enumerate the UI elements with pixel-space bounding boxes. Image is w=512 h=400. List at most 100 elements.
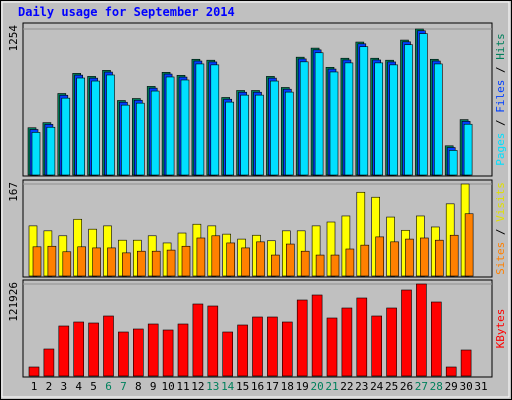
x-tick-label: 4 (75, 380, 82, 393)
bar (77, 246, 86, 277)
bar (31, 132, 41, 176)
x-tick-label: 3 (60, 380, 67, 393)
x-tick-label: 16 (251, 380, 264, 393)
bar (61, 97, 71, 176)
y-tick-label: 121926 (7, 282, 20, 322)
bar (103, 315, 114, 377)
x-tick-label: 26 (400, 380, 413, 393)
bar (107, 247, 116, 277)
legend: Sites / Visits (494, 182, 507, 275)
bar (237, 324, 248, 377)
bar (314, 52, 324, 176)
legend-entry: Files (494, 80, 507, 113)
bar (240, 94, 249, 176)
bar (371, 315, 383, 377)
bar (151, 250, 161, 277)
x-tick-label: 25 (385, 380, 398, 393)
legend-entry: Visits (494, 182, 507, 222)
bar (181, 245, 191, 277)
bar (91, 80, 100, 176)
x-tick-label: 5 (90, 380, 97, 393)
bar (147, 323, 159, 377)
bar (28, 366, 40, 377)
x-tick-label: 19 (296, 380, 309, 393)
x-tick-label: 7 (120, 380, 127, 393)
bar (222, 331, 233, 377)
x-tick-label: 8 (135, 380, 142, 393)
bar (255, 94, 264, 176)
bar (311, 294, 323, 377)
bar (106, 74, 115, 176)
x-tick-label: 2 (46, 380, 53, 393)
bar (46, 126, 56, 176)
bar (207, 305, 219, 377)
x-tick-label: 28 (430, 380, 443, 393)
x-tick-label: 18 (281, 380, 294, 393)
x-tick-label: 9 (150, 380, 157, 393)
bar (420, 237, 429, 277)
bar (270, 80, 279, 176)
bar (180, 79, 190, 176)
bar (329, 71, 339, 176)
bar (345, 248, 355, 277)
bar (267, 316, 278, 377)
legend-entry: Sites (494, 242, 507, 275)
bar (47, 245, 57, 277)
bar (405, 238, 414, 277)
bar (118, 331, 129, 377)
x-tick-label: 27 (415, 380, 428, 393)
x-tick-label: 17 (266, 380, 279, 393)
bar (137, 250, 146, 277)
bar (284, 91, 294, 176)
x-tick-label: 23 (355, 380, 368, 393)
bar (177, 323, 189, 377)
x-tick-label: 21 (325, 380, 338, 393)
x-tick-label: 31 (474, 380, 487, 393)
bar (445, 366, 457, 377)
legend-separator: / (494, 60, 507, 80)
x-tick-label: 30 (459, 380, 472, 393)
legend-entry: KBytes (494, 309, 507, 349)
bar (401, 289, 412, 377)
x-tick-label: 14 (221, 380, 235, 393)
bar (256, 241, 265, 277)
bar (460, 349, 472, 377)
bar (281, 321, 293, 377)
bar (390, 241, 399, 277)
bar (386, 307, 397, 377)
bar (434, 239, 444, 277)
bar (315, 254, 325, 277)
bar (150, 90, 160, 176)
x-tick-label: 15 (236, 380, 249, 393)
bar (344, 62, 354, 176)
bar (122, 252, 131, 277)
bar (192, 303, 204, 377)
bar (464, 213, 474, 277)
x-tick-label: 1 (31, 380, 38, 393)
legend-separator: / (494, 113, 507, 133)
bar (330, 254, 340, 277)
x-tick-label: 22 (340, 380, 353, 393)
bar (449, 234, 459, 277)
bar (404, 44, 413, 176)
bar (62, 251, 72, 277)
bar (416, 283, 427, 377)
legend: KBytes (494, 309, 507, 349)
bar (43, 348, 55, 377)
bar (341, 307, 353, 377)
bar (133, 328, 144, 377)
chart-title: Daily usage for September 2014 (18, 5, 235, 19)
bar (241, 247, 250, 277)
bar (419, 33, 428, 176)
legend: Pages / Files / Hits (494, 33, 507, 166)
x-tick-label: 6 (105, 380, 112, 393)
bar (162, 329, 174, 377)
bar (136, 102, 145, 176)
bar (300, 250, 310, 277)
bar (121, 104, 130, 176)
legend-separator: / (494, 222, 507, 242)
bar (326, 317, 338, 377)
legend-entry: Pages (494, 133, 507, 166)
bar (76, 77, 85, 176)
